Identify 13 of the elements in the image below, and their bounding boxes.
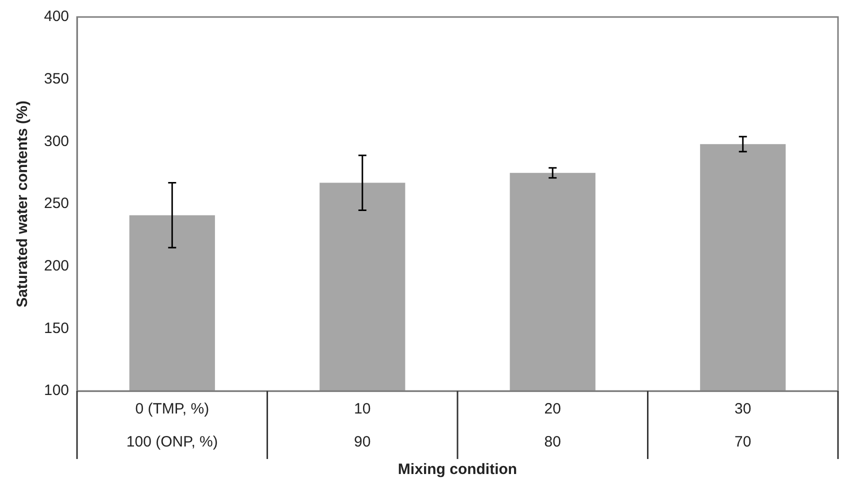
y-axis-title: Saturated water contents (%) bbox=[14, 100, 32, 308]
y-tick-label: 250 bbox=[44, 195, 70, 212]
x-tick-label: 0 (TMP, %) 100 (ONP, %) bbox=[126, 400, 218, 451]
y-tick-label: 100 bbox=[44, 382, 70, 400]
y-tick-label: 400 bbox=[44, 8, 70, 26]
y-tick-label: 150 bbox=[44, 320, 70, 337]
x-tick-label: 10 90 bbox=[354, 400, 371, 451]
y-tick-label: 200 bbox=[44, 257, 70, 274]
y-tick-label: 350 bbox=[44, 70, 70, 88]
x-tick-label: 20 80 bbox=[544, 400, 561, 451]
x-axis-title: Mixing condition bbox=[398, 461, 518, 478]
x-tick-label: 30 70 bbox=[734, 400, 752, 451]
y-tick-label: 300 bbox=[44, 132, 70, 150]
